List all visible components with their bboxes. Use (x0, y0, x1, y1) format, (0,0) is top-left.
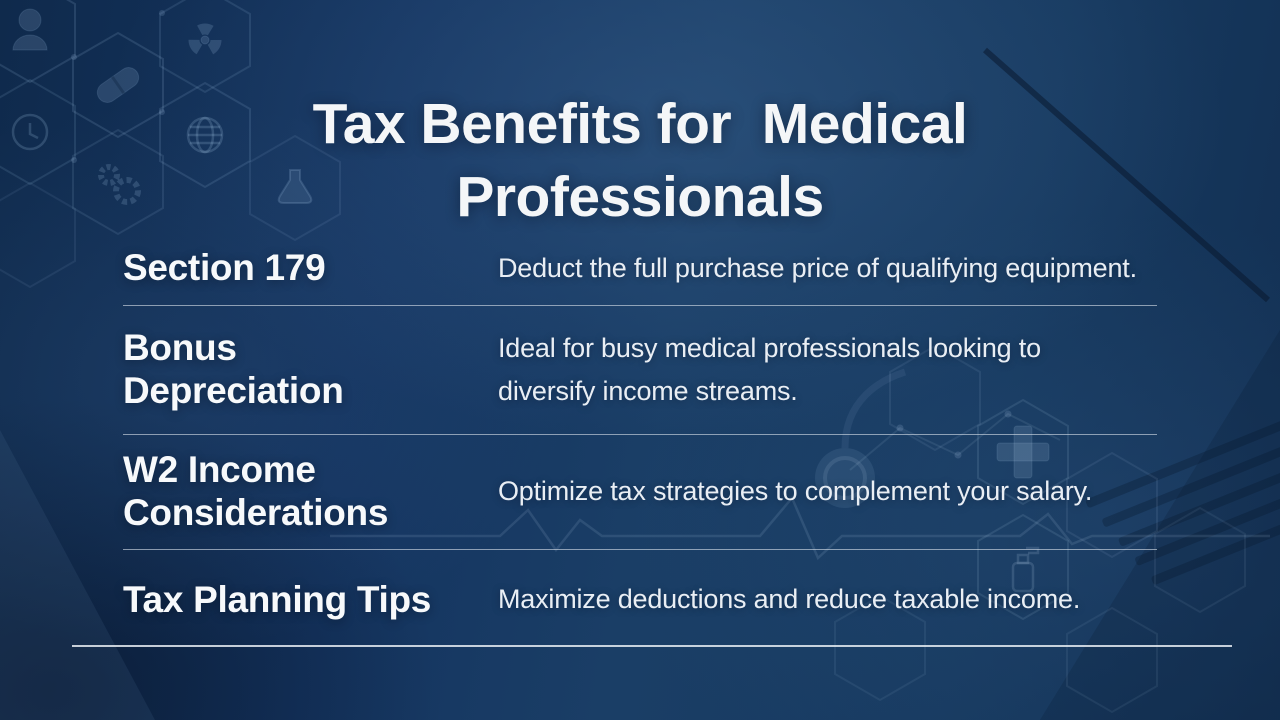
benefit-row-section-179: Section 179 Deduct the full purchase pri… (123, 232, 1157, 306)
radiation-icon (188, 23, 222, 57)
bottom-divider (72, 645, 1232, 647)
row-heading: W2 Income Considerations (123, 449, 389, 533)
benefit-row-bonus-depreciation: Bonus Depreciation Ideal for busy medica… (123, 306, 1157, 435)
row-heading: Bonus Depreciation (123, 327, 344, 411)
slide-title: Tax Benefits for Medical Professionals (312, 92, 968, 230)
row-heading: Section 179 (123, 247, 326, 289)
row-description: Ideal for busy medical professionals loo… (498, 332, 1041, 406)
benefits-list: Section 179 Deduct the full purchase pri… (123, 232, 1157, 650)
row-description: Maximize deductions and reduce taxable i… (498, 584, 1081, 615)
benefit-row-w2-income: W2 Income Considerations Optimize tax st… (123, 435, 1157, 550)
row-heading: Tax Planning Tips (123, 578, 432, 620)
row-description: Optimize tax strategies to complement yo… (498, 476, 1093, 507)
person-icon (12, 8, 48, 51)
row-description: Deduct the full purchase price of qualif… (498, 252, 1137, 283)
benefit-row-tax-planning: Tax Planning Tips Maximize deductions an… (123, 550, 1157, 650)
